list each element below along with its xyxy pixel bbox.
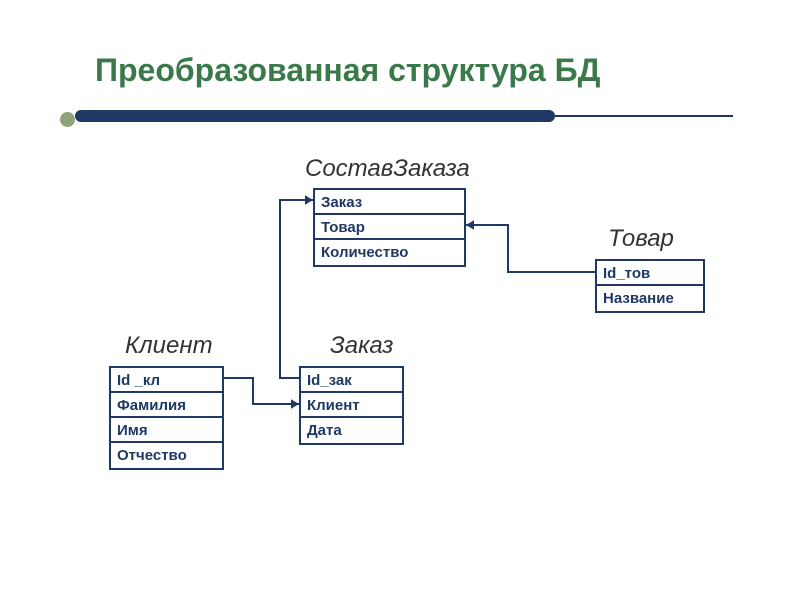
rule-bar	[75, 110, 555, 122]
connector-tovar-to-sostav	[466, 225, 595, 272]
connector-zakaz-to-sostav	[280, 200, 313, 378]
entity-sostav-row: Количество	[315, 240, 464, 265]
entity-klient-row: Отчество	[111, 443, 222, 468]
entity-klient: Id _кл Фамилия Имя Отчество	[109, 366, 224, 470]
entity-klient-row: Id _кл	[111, 368, 222, 393]
entity-klient-row: Фамилия	[111, 393, 222, 418]
entity-zakaz-row: Id_зак	[301, 368, 402, 393]
entity-klient-row: Имя	[111, 418, 222, 443]
connector-klient-to-zakaz	[224, 378, 299, 404]
label-klient: Клиент	[125, 332, 213, 360]
label-sostav: СоставЗаказа	[305, 155, 470, 183]
page-title: Преобразованная структура БД	[95, 52, 600, 89]
arrowhead-tovar-to-sostav	[466, 220, 474, 230]
label-tovar: Товар	[608, 225, 674, 253]
rule-ball	[60, 112, 75, 127]
entity-sostav-row: Заказ	[315, 190, 464, 215]
entity-tovar-row: Id_тов	[597, 261, 703, 286]
entity-zakaz: Id_зак Клиент Дата	[299, 366, 404, 445]
entity-tovar-row: Название	[597, 286, 703, 311]
entity-sostav: Заказ Товар Количество	[313, 188, 466, 267]
entity-tovar: Id_тов Название	[595, 259, 705, 313]
entity-zakaz-row: Клиент	[301, 393, 402, 418]
rule-line	[555, 115, 733, 117]
entity-zakaz-row: Дата	[301, 418, 402, 443]
entity-sostav-row: Товар	[315, 215, 464, 240]
label-zakaz: Заказ	[330, 332, 393, 360]
arrowhead-klient-to-zakaz	[291, 399, 299, 409]
arrowhead-zakaz-to-sostav	[305, 195, 313, 205]
